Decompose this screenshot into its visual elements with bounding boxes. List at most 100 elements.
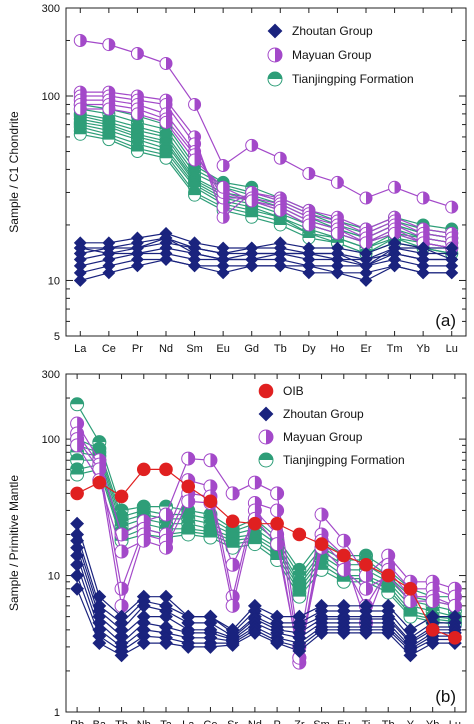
data-point-fill bbox=[108, 38, 115, 51]
x-tick-label: Zr bbox=[294, 719, 305, 724]
legend: OIB Zhoutan Group Mayuan Group Tianjingping… bbox=[258, 383, 405, 468]
data-point-fill bbox=[181, 517, 195, 524]
data-point bbox=[102, 247, 116, 260]
data-point bbox=[225, 638, 240, 652]
y-tick-label: 1 bbox=[54, 707, 60, 719]
data-point-fill bbox=[245, 181, 258, 188]
data-point bbox=[425, 623, 440, 637]
legend-marker-fill bbox=[268, 72, 282, 79]
data-point-fill bbox=[280, 152, 287, 165]
data-point bbox=[70, 467, 85, 482]
data-point-fill bbox=[166, 508, 173, 522]
data-point bbox=[270, 516, 284, 531]
data-point bbox=[102, 133, 116, 147]
data-point-fill bbox=[131, 137, 144, 144]
x-tick-label: Pr bbox=[132, 343, 143, 355]
x-tick-label: Y bbox=[407, 719, 415, 724]
series-line bbox=[76, 564, 455, 650]
data-point-fill bbox=[274, 218, 287, 225]
data-point bbox=[130, 145, 144, 159]
data-point bbox=[273, 151, 287, 165]
data-point-fill bbox=[321, 508, 329, 522]
data-point bbox=[314, 507, 329, 522]
data-point-fill bbox=[166, 57, 172, 70]
data-point bbox=[188, 97, 202, 111]
legend-label: Tianjingping Formation bbox=[292, 72, 414, 86]
series-mayuan-group bbox=[70, 416, 462, 670]
data-point bbox=[403, 648, 418, 663]
data-point bbox=[188, 247, 201, 260]
data-point bbox=[225, 486, 240, 501]
data-point bbox=[416, 241, 430, 255]
legend-marker bbox=[267, 23, 283, 39]
data-point bbox=[114, 544, 129, 559]
data-point-fill bbox=[337, 176, 344, 189]
x-tick-label: Gd bbox=[244, 343, 259, 355]
data-point-fill bbox=[254, 476, 262, 490]
data-point-fill bbox=[308, 167, 315, 180]
data-point-fill bbox=[432, 594, 440, 608]
data-point bbox=[159, 507, 173, 522]
data-point bbox=[73, 127, 87, 141]
data-point-fill bbox=[223, 211, 230, 224]
data-point-fill bbox=[188, 494, 195, 508]
y-tick-label: 10 bbox=[48, 571, 60, 583]
x-tick-label: Yb bbox=[426, 719, 439, 724]
data-point bbox=[225, 557, 240, 572]
data-point-fill bbox=[245, 211, 258, 218]
data-point bbox=[159, 253, 173, 266]
x-tick-label: Rb bbox=[70, 719, 84, 724]
data-point bbox=[381, 568, 396, 583]
x-tick-label: Nd bbox=[159, 343, 173, 355]
data-point bbox=[188, 259, 201, 273]
data-point-fill bbox=[232, 486, 240, 500]
data-point bbox=[216, 266, 230, 280]
data-point-fill bbox=[223, 159, 230, 172]
data-point-fill bbox=[188, 189, 201, 196]
series-line bbox=[76, 468, 456, 639]
data-point-fill bbox=[248, 537, 262, 545]
data-point bbox=[159, 115, 173, 129]
data-point bbox=[330, 226, 344, 240]
data-point-fill bbox=[277, 537, 284, 551]
data-point bbox=[314, 537, 329, 551]
data-point bbox=[273, 203, 287, 217]
data-point-fill bbox=[137, 107, 144, 120]
data-point-fill bbox=[232, 599, 240, 613]
data-point bbox=[181, 479, 196, 494]
data-point-fill bbox=[403, 610, 417, 617]
data-point-fill bbox=[160, 137, 172, 144]
y-tick-label: 100 bbox=[42, 434, 60, 446]
x-tick-label: Sm bbox=[186, 343, 203, 355]
x-tick-label: Nb bbox=[137, 719, 151, 724]
data-point bbox=[336, 625, 351, 640]
data-point bbox=[425, 594, 440, 609]
data-point-fill bbox=[277, 486, 284, 500]
data-point bbox=[270, 503, 285, 518]
data-point bbox=[216, 253, 230, 266]
data-point-fill bbox=[366, 569, 373, 583]
data-point bbox=[73, 33, 87, 47]
data-point-fill bbox=[451, 201, 458, 214]
x-tick-label: Ba bbox=[93, 719, 107, 724]
data-point-fill bbox=[366, 191, 372, 204]
data-point bbox=[270, 537, 285, 552]
data-point bbox=[181, 639, 196, 654]
data-point bbox=[388, 180, 402, 194]
data-point bbox=[270, 486, 285, 501]
data-point bbox=[247, 537, 262, 552]
data-point bbox=[388, 241, 401, 255]
x-tick-label: Eu bbox=[337, 719, 350, 724]
data-point bbox=[136, 636, 151, 650]
data-point bbox=[359, 625, 373, 640]
data-point bbox=[203, 494, 218, 509]
data-point-fill bbox=[188, 452, 195, 466]
data-point bbox=[188, 188, 202, 202]
data-point-fill bbox=[394, 227, 401, 240]
data-point bbox=[225, 540, 240, 555]
x-tick-label: Ti bbox=[362, 719, 371, 724]
data-point-fill bbox=[70, 468, 84, 475]
legend-marker bbox=[258, 452, 274, 468]
data-point bbox=[302, 247, 316, 260]
